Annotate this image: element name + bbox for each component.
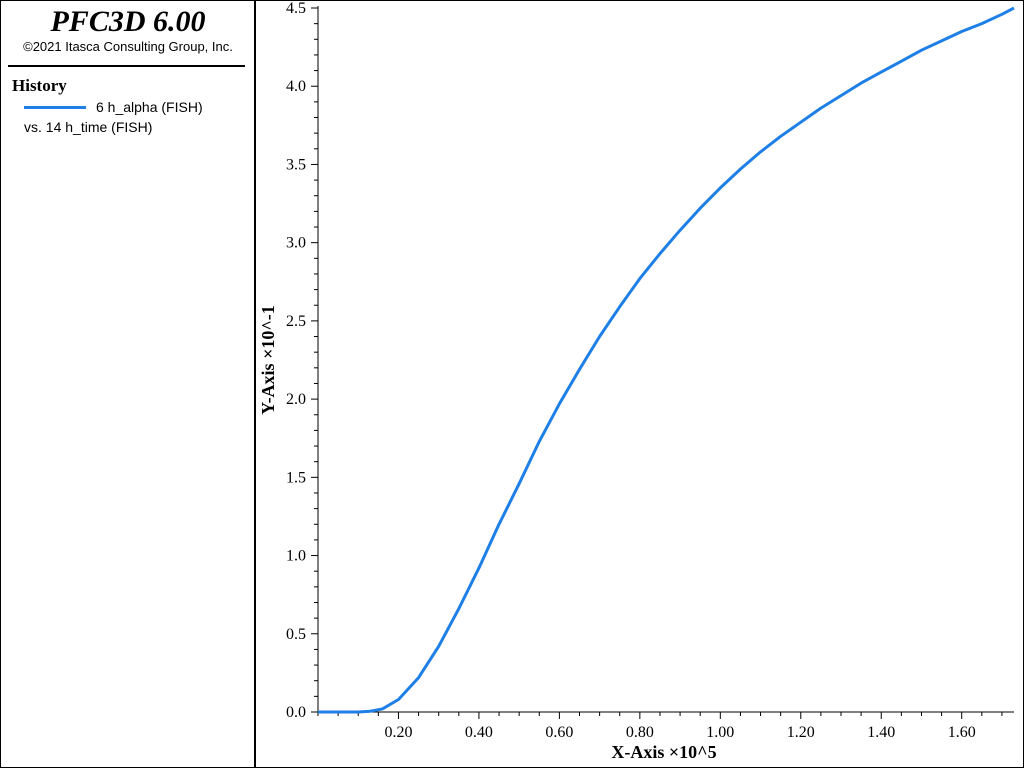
series-line: [318, 6, 1015, 714]
y-tick-label: 3.5: [286, 156, 306, 173]
legend-heading: History: [12, 76, 67, 95]
ticks-layer: 0.20 0.40 0.60 0.80 1.00 1.20 1.40 1.60 0.0 0.5 1.…: [286, 0, 1003, 741]
copyright-text: ©2021 Itasca Consulting Group, Inc.: [23, 39, 233, 54]
y-axis-label: Y-Axis ×10^-1: [258, 305, 278, 415]
y-tick-label: 1.5: [286, 469, 306, 486]
legend-divider: [8, 65, 245, 67]
x-tick-label: 1.40: [867, 724, 895, 741]
x-tick-label: 1.20: [787, 724, 815, 741]
legend-series-label: 6 h_alpha (FISH): [96, 99, 203, 115]
x-axis-label: X-Axis ×10^5: [611, 742, 716, 762]
legend-vs-label: vs. 14 h_time (FISH): [24, 119, 153, 135]
series-layer: [318, 6, 1015, 714]
x-tick-label: 0.40: [465, 724, 493, 741]
y-tick-label: 2.0: [286, 391, 306, 408]
x-tick-label: 1.00: [706, 724, 734, 741]
legend-panel: PFC3D 6.00 ©2021 Itasca Consulting Group…: [0, 0, 256, 768]
y-tick-label: 0.0: [286, 704, 306, 721]
x-tick-label: 0.60: [545, 724, 573, 741]
y-tick-label: 1.0: [286, 548, 306, 565]
x-tick-label: 1.60: [948, 724, 976, 741]
x-tick-label: 0.20: [384, 724, 412, 741]
y-tick-label: 4.5: [286, 0, 306, 17]
axes-layer: [317, 6, 1014, 713]
y-tick-label: 2.5: [286, 313, 306, 330]
y-tick-label: 3.0: [286, 235, 306, 252]
legend-series-swatch: [24, 106, 86, 109]
y-tick-label: 4.0: [286, 78, 306, 95]
x-tick-label: 0.80: [626, 724, 654, 741]
y-tick-label: 0.5: [286, 626, 306, 643]
app-title: PFC3D 6.00: [50, 5, 206, 38]
